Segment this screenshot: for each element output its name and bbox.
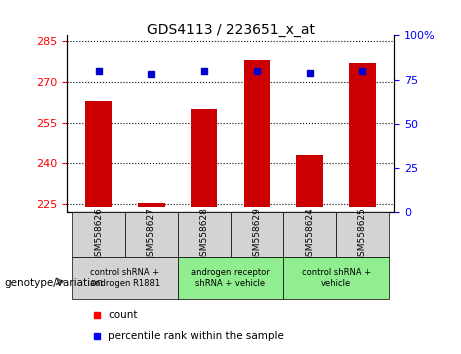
Bar [296, 155, 323, 207]
Text: genotype/variation: genotype/variation [5, 278, 104, 288]
Bar [72, 257, 177, 299]
Text: GSM558628: GSM558628 [200, 207, 209, 262]
Text: control shRNA +
androgen R1881: control shRNA + androgen R1881 [90, 268, 160, 287]
Bar [177, 257, 284, 299]
Text: count: count [108, 310, 138, 320]
Text: GSM558624: GSM558624 [305, 207, 314, 262]
Bar [284, 212, 336, 257]
Bar [349, 63, 376, 207]
Bar [191, 109, 217, 207]
Bar [138, 203, 165, 207]
Bar [336, 212, 389, 257]
Bar [72, 212, 125, 257]
Bar [125, 212, 177, 257]
Bar [85, 101, 112, 207]
Bar [230, 212, 284, 257]
Text: GSM558629: GSM558629 [252, 207, 261, 262]
Bar [244, 60, 270, 207]
Bar [284, 257, 389, 299]
Text: percentile rank within the sample: percentile rank within the sample [108, 331, 284, 341]
Text: GDS4113 / 223651_x_at: GDS4113 / 223651_x_at [147, 23, 314, 37]
Text: GSM558625: GSM558625 [358, 207, 367, 262]
Text: control shRNA +
vehicle: control shRNA + vehicle [301, 268, 371, 287]
Text: androgen receptor
shRNA + vehicle: androgen receptor shRNA + vehicle [191, 268, 270, 287]
Text: GSM558627: GSM558627 [147, 207, 156, 262]
Bar [177, 212, 230, 257]
Text: GSM558626: GSM558626 [94, 207, 103, 262]
